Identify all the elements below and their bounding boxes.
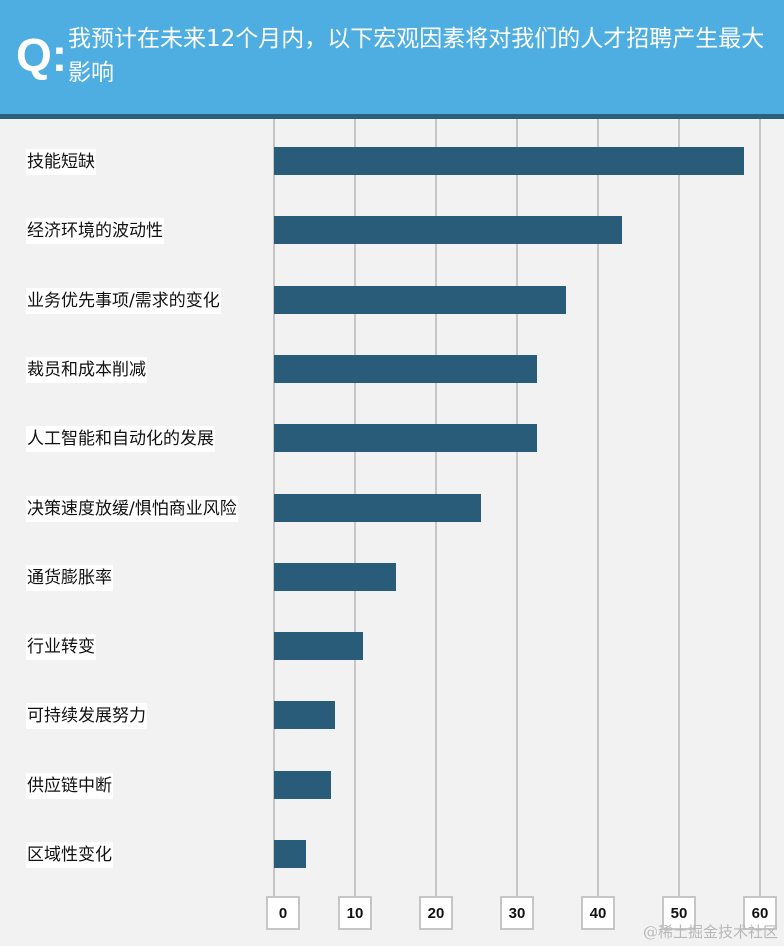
q-mark-icon: Q: — [16, 29, 68, 81]
bar — [274, 147, 744, 175]
gridline — [678, 119, 680, 896]
category-label: 人工智能和自动化的发展 — [26, 426, 215, 453]
gridline — [597, 119, 599, 896]
category-label: 通货膨胀率 — [26, 564, 113, 591]
x-tick-label: 30 — [500, 896, 534, 930]
bar — [274, 424, 538, 453]
gridline — [759, 119, 761, 896]
category-label: 区域性变化 — [26, 842, 113, 868]
gridline — [516, 119, 518, 896]
x-tick-label: 20 — [419, 896, 453, 930]
category-label: 可持续发展努力 — [26, 703, 147, 730]
category-label: 行业转变 — [26, 634, 96, 661]
x-tick-label: 10 — [338, 896, 372, 930]
category-label: 经济环境的波动性 — [26, 218, 164, 245]
x-tick-label: 40 — [581, 896, 615, 930]
watermark: @稀土掘金技术社区 — [642, 923, 778, 941]
category-label: 业务优先事项/需求的变化 — [26, 287, 221, 314]
category-label: 裁员和成本削减 — [26, 356, 147, 383]
bar — [274, 632, 364, 661]
bar — [274, 840, 307, 868]
chart-title: 我预计在未来12个月内，以下宏观因素将对我们的人才招聘产生最大影响 — [68, 26, 765, 86]
bar — [274, 285, 566, 314]
bar — [274, 562, 396, 591]
category-label: 决策速度放缓/惧怕商业风险 — [26, 495, 238, 522]
category-label: 技能短缺 — [26, 149, 96, 175]
x-tick-label: 60 — [743, 896, 777, 930]
question-header: Q: 我预计在未来12个月内，以下宏观因素将对我们的人才招聘产生最大影响 — [0, 0, 784, 119]
bar — [274, 701, 335, 730]
category-label: 供应链中断 — [26, 772, 113, 799]
x-tick-label: 50 — [662, 896, 696, 930]
x-tick-label: 0 — [266, 896, 300, 930]
bar — [274, 493, 481, 522]
bar-chart: 0 10 20 30 40 50 60 技能短缺经济环境的波动性业务优先事项/需求的变化 裁员和… — [0, 119, 784, 946]
bar — [274, 354, 538, 383]
bar — [274, 770, 331, 799]
bar — [274, 216, 623, 245]
